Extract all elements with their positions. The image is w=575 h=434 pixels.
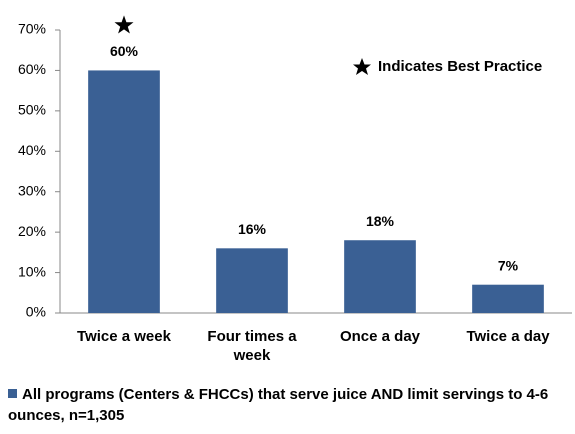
bar xyxy=(88,70,160,313)
data-label: 18% xyxy=(366,213,395,229)
x-tick-label: Once a day xyxy=(339,328,421,345)
star-icon xyxy=(353,58,371,75)
y-tick-label: 30% xyxy=(18,182,46,198)
y-tick-label: 10% xyxy=(18,263,46,279)
data-label: 60% xyxy=(110,43,139,59)
legend-label: All programs (Centers & FHCCs) that serv… xyxy=(8,386,549,424)
data-label: 7% xyxy=(498,257,519,273)
bar xyxy=(344,240,416,313)
x-tick-label: Twice a day xyxy=(466,328,550,345)
annotation: Indicates Best Practice xyxy=(378,58,542,75)
y-tick-label: 70% xyxy=(18,21,46,37)
y-tick-label: 0% xyxy=(26,304,46,320)
data-label: 16% xyxy=(238,221,267,237)
y-tick-label: 50% xyxy=(18,102,46,118)
legend-swatch xyxy=(8,389,17,398)
y-tick-label: 60% xyxy=(18,61,46,77)
bar xyxy=(216,248,288,313)
x-tick-label: Four times a week xyxy=(207,328,297,364)
x-tick-label: Twice a week xyxy=(77,328,171,345)
y-tick-label: 20% xyxy=(18,223,46,239)
best-practice-star xyxy=(114,15,134,34)
legend: All programs (Centers & FHCCs) that serv… xyxy=(8,384,568,426)
y-tick-label: 40% xyxy=(18,142,46,158)
bar xyxy=(472,284,544,313)
